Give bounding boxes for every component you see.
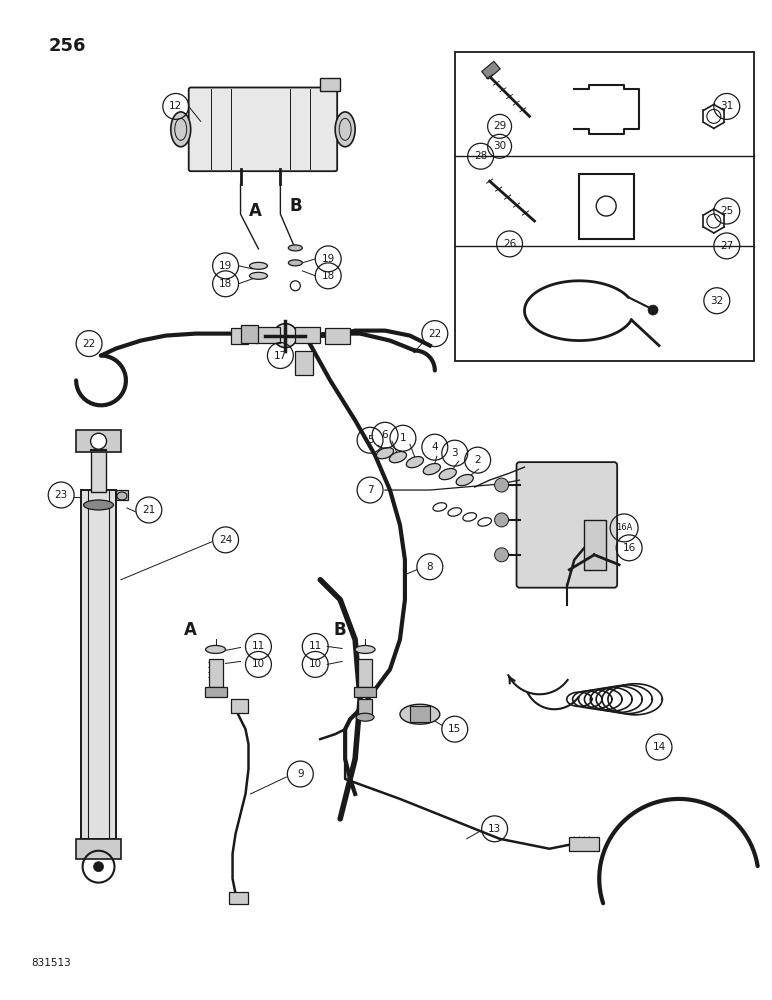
Text: 26: 26	[503, 239, 516, 249]
Text: 19: 19	[219, 261, 232, 271]
Text: B: B	[334, 621, 347, 639]
Circle shape	[273, 324, 297, 348]
Text: 1: 1	[400, 433, 406, 443]
Bar	[205, 687, 226, 697]
Text: 16: 16	[622, 543, 636, 553]
Bar	[482, 61, 500, 79]
Ellipse shape	[356, 713, 374, 721]
Text: 19: 19	[322, 254, 335, 264]
Text: 16A: 16A	[616, 523, 632, 532]
Text: 831513: 831513	[32, 958, 71, 968]
Text: 22: 22	[428, 329, 442, 339]
Bar	[231, 328, 249, 344]
FancyBboxPatch shape	[188, 87, 337, 171]
Bar	[91, 450, 106, 492]
Bar	[579, 174, 634, 239]
Text: 23: 23	[55, 490, 68, 500]
Text: 24: 24	[219, 535, 232, 545]
Bar	[229, 892, 249, 904]
Bar	[296, 327, 320, 343]
Bar	[231, 699, 249, 713]
Ellipse shape	[456, 474, 473, 486]
Text: 31: 31	[720, 101, 733, 111]
Bar	[354, 687, 376, 697]
Circle shape	[648, 305, 658, 315]
Text: 5: 5	[367, 435, 374, 445]
Text: A: A	[249, 202, 262, 220]
Text: 9: 9	[297, 769, 303, 779]
Text: 17: 17	[274, 351, 287, 361]
Ellipse shape	[439, 468, 456, 480]
Text: 11: 11	[252, 641, 265, 651]
Ellipse shape	[335, 112, 355, 147]
Ellipse shape	[289, 245, 303, 251]
Ellipse shape	[249, 272, 267, 279]
Text: 14: 14	[652, 742, 665, 752]
Text: 2: 2	[474, 455, 481, 465]
Text: B: B	[289, 197, 302, 215]
Circle shape	[495, 548, 509, 562]
Bar	[296, 351, 313, 375]
Bar	[569, 837, 599, 851]
Text: 12: 12	[169, 101, 182, 111]
Text: 30: 30	[493, 141, 506, 151]
Text: 10: 10	[309, 659, 322, 669]
Bar	[241, 325, 259, 343]
Text: 21: 21	[142, 505, 155, 515]
Ellipse shape	[400, 704, 440, 724]
Circle shape	[495, 513, 509, 527]
Text: A: A	[185, 621, 197, 639]
Bar	[410, 706, 430, 722]
Text: 18: 18	[219, 279, 232, 289]
Circle shape	[495, 478, 509, 492]
Text: 13: 13	[488, 824, 501, 834]
Bar	[584, 520, 606, 570]
Text: 15: 15	[448, 724, 462, 734]
Ellipse shape	[377, 448, 394, 459]
Ellipse shape	[205, 645, 225, 653]
Text: 11: 11	[309, 641, 322, 651]
Text: 29: 29	[493, 121, 506, 131]
Ellipse shape	[249, 262, 267, 269]
Text: 3: 3	[452, 448, 458, 458]
Text: 8: 8	[426, 562, 433, 572]
Bar	[81, 490, 116, 839]
Text: 4: 4	[432, 442, 438, 452]
Text: 7: 7	[367, 485, 374, 495]
Bar	[256, 327, 280, 343]
Bar	[325, 328, 350, 344]
Ellipse shape	[423, 464, 441, 475]
Circle shape	[90, 433, 107, 449]
FancyBboxPatch shape	[516, 462, 617, 588]
Text: 32: 32	[710, 296, 723, 306]
Text: 10: 10	[252, 659, 265, 669]
Ellipse shape	[406, 457, 424, 468]
Bar	[76, 430, 121, 452]
Bar	[208, 659, 222, 687]
Text: 27: 27	[720, 241, 733, 251]
Bar	[76, 839, 121, 859]
Ellipse shape	[389, 452, 407, 463]
Ellipse shape	[83, 500, 113, 510]
Bar	[116, 490, 128, 500]
Bar	[455, 52, 753, 361]
Text: 22: 22	[83, 339, 96, 349]
Ellipse shape	[171, 112, 191, 147]
Bar	[358, 659, 372, 687]
Ellipse shape	[355, 645, 375, 653]
Text: 25: 25	[720, 206, 733, 216]
Text: 256: 256	[48, 37, 86, 55]
Text: 18: 18	[322, 271, 335, 281]
Bar	[358, 699, 372, 717]
Circle shape	[93, 862, 103, 872]
Ellipse shape	[289, 260, 303, 266]
Text: 6: 6	[381, 430, 388, 440]
Text: 28: 28	[474, 151, 487, 161]
Bar	[320, 78, 340, 91]
